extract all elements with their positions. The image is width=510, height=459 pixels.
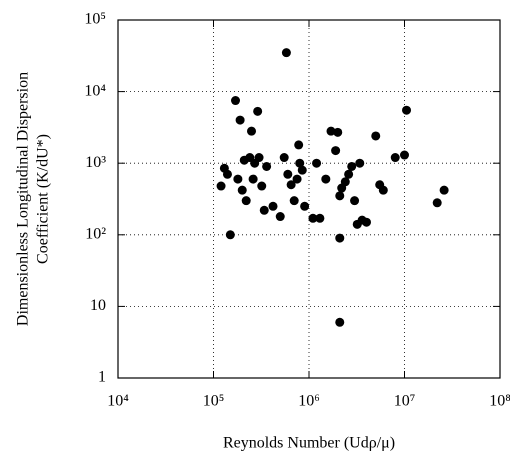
point	[292, 174, 302, 184]
point	[225, 230, 235, 240]
point	[344, 169, 354, 179]
x-tick-label: 10⁴	[107, 393, 129, 410]
point	[432, 198, 442, 208]
point	[312, 158, 322, 168]
point	[371, 131, 381, 141]
point	[355, 158, 365, 168]
point	[233, 174, 243, 184]
point	[231, 96, 241, 106]
y-tick-label: 10³	[85, 154, 106, 171]
point	[248, 174, 258, 184]
point	[253, 106, 263, 116]
point	[439, 185, 449, 195]
point	[247, 126, 257, 136]
point	[361, 217, 371, 227]
point	[262, 161, 272, 171]
x-tick-label: 10⁸	[489, 393, 510, 410]
point	[281, 48, 291, 58]
point	[295, 158, 305, 168]
point	[333, 127, 343, 137]
point	[300, 201, 310, 211]
point	[335, 317, 345, 327]
x-tick-label: 10⁷	[394, 393, 416, 410]
point	[402, 105, 412, 115]
point	[216, 181, 226, 191]
point	[235, 115, 245, 125]
x-tick-label: 10⁵	[203, 393, 225, 410]
point	[340, 177, 350, 187]
point	[297, 165, 307, 175]
point	[308, 213, 318, 223]
point	[335, 191, 345, 201]
point	[254, 153, 264, 163]
point	[289, 196, 299, 206]
point	[400, 150, 409, 160]
x-axis-label: Reynolds Number (Udρ/μ)	[223, 435, 395, 452]
point	[321, 174, 331, 184]
y-tick-label: 10²	[85, 225, 106, 242]
point	[326, 126, 336, 136]
point	[350, 196, 360, 206]
point	[331, 146, 341, 156]
point	[257, 181, 267, 191]
point	[268, 201, 278, 211]
y-tick-label: 10	[90, 297, 106, 314]
point	[222, 169, 232, 179]
y-axis-label: Dimensionless Longitudinal Dispersion	[15, 72, 32, 326]
point	[279, 153, 289, 163]
point	[335, 233, 345, 243]
point	[390, 153, 400, 163]
y-tick-label: 10⁵	[84, 11, 106, 28]
point	[315, 213, 325, 223]
y-tick-label: 1	[98, 369, 106, 386]
point	[259, 205, 269, 215]
point	[237, 185, 247, 195]
point	[283, 169, 293, 179]
point	[294, 140, 304, 150]
point	[378, 185, 388, 195]
x-tick-label: 10⁶	[298, 393, 320, 410]
point	[347, 161, 357, 171]
point	[286, 180, 296, 190]
y-tick-label: 10⁴	[84, 82, 106, 99]
point	[241, 196, 251, 206]
point	[275, 212, 285, 222]
y-axis-label: Coefficient (K/dU*)	[35, 134, 52, 264]
